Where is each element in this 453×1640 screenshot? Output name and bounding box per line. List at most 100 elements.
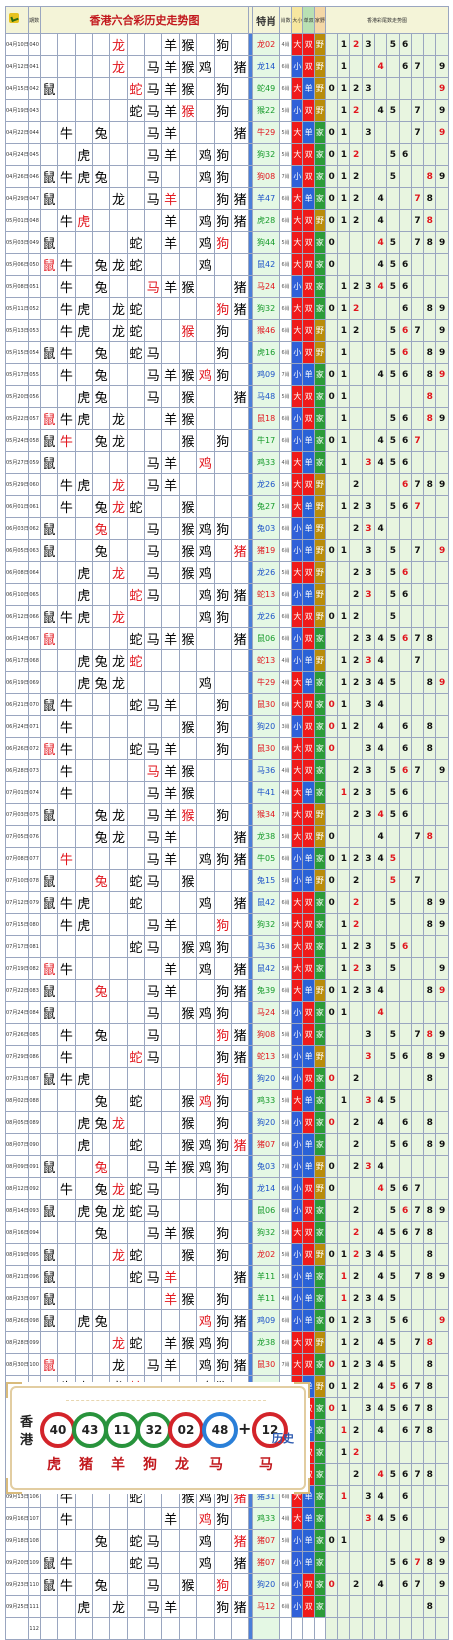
size-tag: 小 — [291, 363, 304, 386]
size-tag: 大 — [291, 1089, 304, 1112]
zodiac-cell: 牛 — [57, 297, 76, 320]
zodiac-cell — [126, 517, 146, 540]
logo-icon — [9, 13, 19, 23]
zodiac-cell — [213, 1265, 232, 1288]
tail-cell — [423, 1617, 437, 1640]
tail-cell — [374, 583, 388, 606]
zodiac-cell: 猴 — [178, 363, 198, 386]
zodiac-cell — [230, 77, 250, 100]
special-zodiac-value: 鸡33 — [257, 1514, 276, 1523]
tail-cell: 2 — [349, 165, 363, 188]
tail-cell: 0 — [324, 143, 339, 166]
zodiac-cell — [74, 1573, 93, 1596]
special-zodiac: 兔03 — [252, 517, 280, 540]
home-wild-tag: 家 — [313, 1089, 326, 1112]
zodiac-count: 6肖 — [278, 737, 293, 760]
issue-number: 045 — [27, 143, 41, 166]
zodiac-cell — [144, 1331, 163, 1354]
tail-cell — [423, 99, 437, 122]
zodiac-cell: 羊 — [161, 473, 180, 496]
table-row: 05月24日周六058鼠牛兔龙猴狗牛176肖小单家014567 — [5, 429, 449, 452]
tail-cell: 8 — [423, 1243, 437, 1266]
zodiac-cell: 猪 — [230, 1045, 250, 1068]
zodiac-cell — [144, 1243, 163, 1266]
tail-cell — [361, 1177, 376, 1200]
zodiac-cell: 狗 — [213, 319, 232, 342]
zodiac-cell — [178, 1353, 198, 1376]
issue-number: 100 — [27, 1353, 41, 1376]
table-row: 07月12日周六079鼠牛虎蛇鸡猪鼠426肖大双家02589 — [5, 891, 449, 914]
tail-cell: 0 — [324, 1309, 339, 1332]
zodiac-cell — [39, 363, 59, 386]
tail-cell: 7 — [410, 473, 425, 496]
odd-even-tag: 双 — [302, 55, 315, 78]
zodiac-cell — [126, 913, 146, 936]
zodiac-cell — [196, 1265, 215, 1288]
zodiac-cell — [230, 143, 250, 166]
home-wild-tag: 野 — [313, 803, 326, 826]
odd-even-tag: 单 — [302, 1089, 315, 1112]
zodiac-cell: 猴 — [178, 1243, 198, 1266]
zodiac-cell — [196, 627, 215, 650]
home-wild-tag: 野 — [313, 1045, 326, 1068]
odd-even-tag: 双 — [302, 935, 315, 958]
home-wild-tag: 家 — [313, 143, 326, 166]
special-ball-zodiac: 马 — [259, 1457, 273, 1473]
zodiac-cell — [74, 1243, 93, 1266]
zodiac-cell — [161, 495, 180, 518]
zodiac-cell — [39, 297, 59, 320]
zodiac-cell — [178, 1177, 198, 1200]
tail-cell — [423, 1485, 437, 1508]
tail-cell: 1 — [337, 451, 351, 474]
zodiac-cell — [74, 759, 93, 782]
tail-cell: 2 — [349, 979, 363, 1002]
zodiac-cell: 狗 — [213, 1309, 232, 1332]
tail-cell — [361, 1595, 376, 1618]
tail-cell — [349, 1485, 363, 1508]
zodiac-count: 5肖 — [278, 143, 293, 166]
tail-cell: 5 — [386, 341, 400, 364]
zodiac-cell — [230, 33, 250, 56]
zodiac-cell: 龙 — [109, 253, 128, 276]
tail-cell — [337, 1023, 351, 1046]
special-zodiac-value: 狗44 — [257, 238, 276, 247]
tail-cell — [423, 1177, 437, 1200]
tail-cell: 4 — [374, 363, 388, 386]
tail-cell: 1 — [337, 143, 351, 166]
zodiac-cell: 鸡 — [196, 539, 215, 562]
tail-cell: 7 — [410, 319, 425, 342]
table-row: 09月25日周四111虎龙马羊狗猪马126肖小双家8 — [5, 1595, 449, 1618]
tail-cell: 1 — [337, 539, 351, 562]
tail-cell — [361, 187, 376, 210]
home-wild-tag: 家 — [313, 1199, 326, 1222]
zodiac-cell: 马 — [144, 627, 163, 650]
tail-cell — [435, 1331, 449, 1354]
odd-even-tag: 双 — [302, 1221, 315, 1244]
zodiac-cell: 兔 — [91, 1221, 111, 1244]
history-link[interactable]: 历史 — [272, 1432, 294, 1445]
zodiac-cell — [196, 759, 215, 782]
zodiac-cell: 狗 — [213, 583, 232, 606]
zodiac-cell — [57, 1155, 76, 1178]
tail-cell: 2 — [349, 473, 363, 496]
zodiac-cell — [178, 341, 198, 364]
tail-cell: 8 — [423, 1595, 437, 1618]
tail-cell — [435, 1419, 449, 1442]
tail-cell: 6 — [398, 1111, 412, 1134]
tail-cell: 9 — [435, 297, 449, 320]
zodiac-cell — [161, 1309, 180, 1332]
zodiac-cell: 羊 — [161, 913, 180, 936]
zodiac-cell — [126, 671, 146, 694]
tail-cell: 5 — [386, 935, 400, 958]
tail-cell: 3 — [361, 1397, 376, 1420]
tail-cell: 8 — [423, 385, 437, 408]
tail-cell: 4 — [374, 1001, 388, 1024]
tail-cell — [324, 583, 339, 606]
zodiac-cell: 猪 — [230, 1265, 250, 1288]
tail-cell — [386, 385, 400, 408]
zodiac-cell — [178, 1551, 198, 1574]
tail-cell — [435, 649, 449, 672]
tail-cell — [410, 979, 425, 1002]
size-tag: 大 — [291, 561, 304, 584]
special-zodiac: 马12 — [252, 1595, 280, 1618]
